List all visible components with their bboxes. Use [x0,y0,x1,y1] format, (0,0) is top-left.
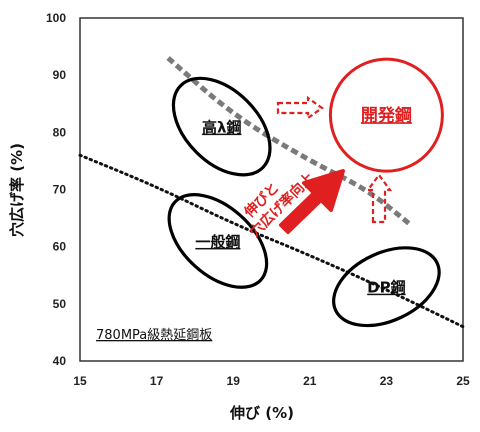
x-tick-label: 25 [456,374,470,388]
region-3: DP鋼 [332,246,441,328]
x-tick-label: 17 [150,374,164,388]
y-tick-label: 50 [53,297,67,311]
region-label: 開発鋼 [361,105,412,126]
x-tick-label: 15 [73,374,87,388]
steel-grade-note: 780MPa級熱延鋼板 [96,328,212,343]
region-label: 一般鋼 [195,233,240,251]
improvement-arrow [279,169,345,234]
region-ellipse [332,246,441,328]
y-tick-labels: 40 50 60 70 80 90 100 [46,11,66,368]
dashed-arrow-right [276,95,324,121]
y-tick-label: 60 [53,240,67,254]
plot-frame [79,17,464,362]
region-4: 開発鋼 [328,57,444,173]
x-tick-labels: 15 17 19 21 23 25 [73,374,470,388]
region-1: 高λ鋼 [171,76,272,177]
y-tick-label: 70 [53,183,67,197]
y-tick-label: 40 [53,354,67,368]
x-axis-title: 伸び (%) [229,404,294,422]
x-tick-label: 23 [380,374,394,388]
region-ellipse [171,76,272,177]
y-tick-label: 80 [53,125,67,139]
region-ellipse [328,57,444,173]
y-tick-label: 90 [53,68,67,82]
y-axis-title: 穴広げ率 (%) [8,143,26,237]
gray-dashed-trend-line [166,56,411,226]
dotted-trend-line [78,153,465,329]
trend-lines [78,56,465,329]
x-tick-label: 21 [303,374,317,388]
y-tick-label: 100 [46,11,66,25]
region-label: 高λ鋼 [202,119,242,137]
region-2: 一般鋼 [167,193,269,289]
region-label: DP鋼 [367,279,405,297]
x-tick-label: 19 [227,374,241,388]
dashed-arrow-up [365,173,393,224]
region-ellipse [167,193,269,289]
